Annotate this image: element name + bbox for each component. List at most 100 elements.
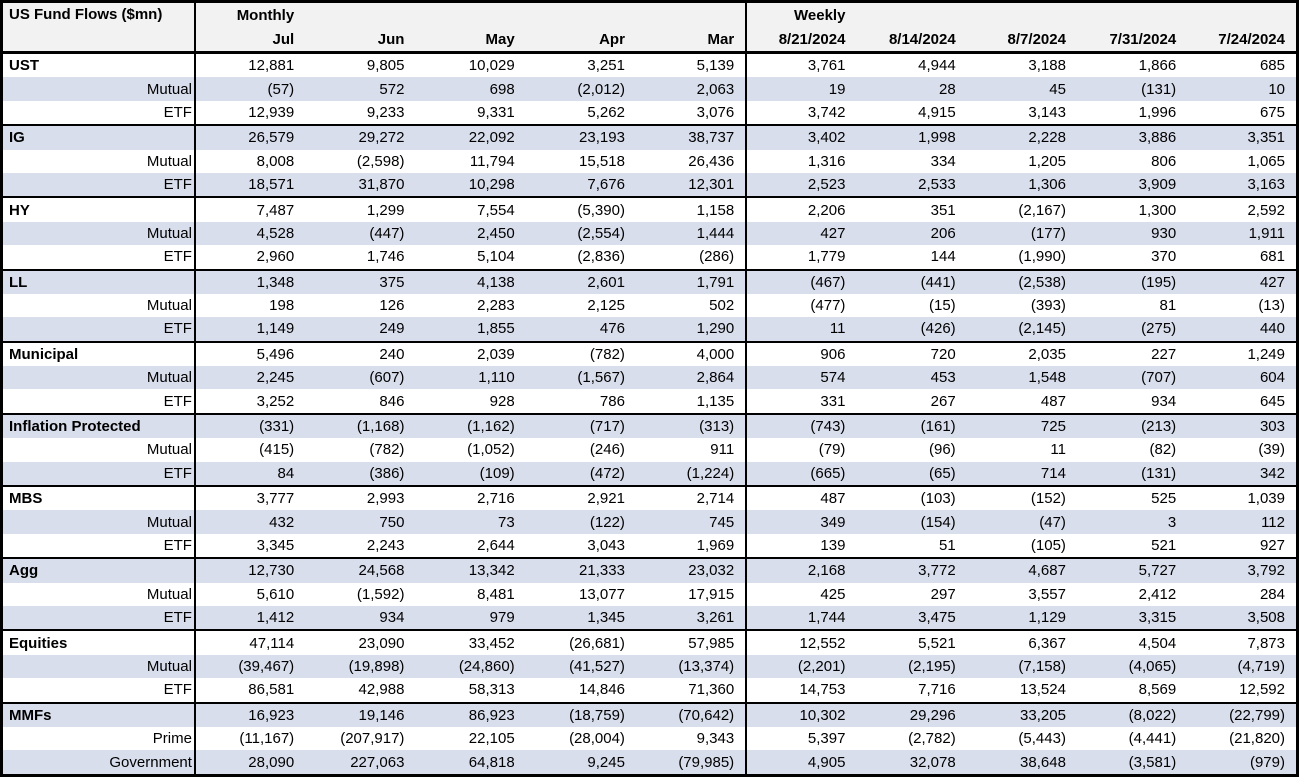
value-cell: 5,496: [256, 345, 295, 363]
value-cell: (8,022): [1076, 702, 1188, 727]
value-cell: (26,681): [569, 634, 625, 652]
value-cell: (2,167): [1018, 201, 1066, 219]
value-cell: 10,029: [468, 57, 515, 75]
header-spacer: [856, 1, 967, 27]
value-cell: (441): [856, 269, 967, 294]
value-cell: 73: [415, 510, 526, 534]
value-cell: (2,012): [525, 77, 636, 101]
value-cell: 6,367: [1028, 634, 1066, 652]
value-cell: (477): [810, 297, 846, 315]
value-cell: 10: [1187, 77, 1298, 101]
value-cell: 26,579: [194, 125, 306, 150]
section-row: Equities 47,114 23,090 33,452 (26,681) 57,985…: [1, 630, 1298, 655]
value-cell: 745: [635, 510, 748, 534]
value-cell: (2,554): [525, 221, 636, 246]
header-spacer: [966, 1, 1077, 27]
value-cell: (472): [525, 461, 636, 487]
value-cell: 3,261: [635, 605, 748, 631]
header-spacer: [635, 1, 748, 27]
value-cell: (782): [589, 345, 625, 363]
value-cell: 2,601: [525, 269, 636, 294]
value-cell: 4,687: [966, 558, 1077, 583]
value-cell: 12,592: [1239, 681, 1285, 699]
sub-row: Government 28,090 227,063 64,818 9,245 (79,98…: [1, 750, 1298, 776]
value-cell: (665): [746, 461, 857, 487]
value-cell: 86,923: [415, 702, 526, 727]
value-cell: 32,078: [856, 750, 967, 776]
value-cell: 3,402: [746, 125, 857, 150]
row-label: Mutual: [1, 582, 196, 606]
value-cell: (717): [525, 413, 636, 439]
value-cell: 1,779: [807, 248, 846, 266]
value-cell: 521: [1151, 537, 1177, 554]
value-cell: 47,114: [249, 634, 295, 652]
value-cell: 24,568: [305, 558, 416, 583]
table-body: UST 12,881 9,805 10,029 3,251 5,139 3,761 4,944…: [1, 52, 1298, 776]
value-cell: (47): [966, 510, 1077, 534]
section-row: IG 26,579 29,272 22,092 23,193 38,737 3,402 1,9…: [1, 125, 1298, 150]
value-cell: (1,168): [305, 413, 416, 439]
row-label: UST: [1, 52, 196, 78]
row-label: ETF: [1, 389, 196, 414]
value-cell: (15): [929, 297, 956, 315]
value-cell: 126: [379, 297, 405, 315]
value-cell: (4,719): [1187, 654, 1298, 679]
value-cell: 23,032: [635, 558, 748, 583]
value-cell: 5,104: [477, 248, 515, 266]
value-cell: (2,836): [577, 248, 625, 266]
value-cell: 12,939: [248, 103, 295, 121]
value-cell: 2,206: [807, 201, 846, 219]
value-cell: 64,818: [415, 750, 526, 776]
value-cell: 2,125: [587, 297, 625, 315]
value-cell: 714: [966, 461, 1077, 487]
value-cell: (82): [1149, 441, 1177, 459]
value-cell: (467): [746, 269, 857, 294]
sub-row: Mutual 2,245 (607) 1,110 (1,567) 2,864 574 453 1…: [1, 366, 1298, 390]
value-cell: 934: [305, 605, 416, 631]
value-cell: (743): [746, 413, 857, 439]
value-cell: 1,866: [1138, 57, 1177, 75]
value-cell: 1,299: [366, 201, 405, 219]
value-cell: 17,915: [635, 582, 748, 606]
value-cell: 19: [746, 77, 857, 101]
row-label: Municipal: [1, 341, 196, 367]
column-header-week-5: 7/24/2024: [1187, 27, 1298, 53]
value-cell: (2,201): [746, 654, 857, 679]
value-cell: 3,508: [1187, 605, 1298, 631]
value-cell: (2,598): [356, 152, 405, 170]
value-cell: 2,864: [635, 366, 748, 390]
row-label: Equities: [1, 630, 196, 655]
sub-row: Mutual (57) 572 698 (2,012) 2,063 19 28 45 (131) 1…: [1, 77, 1298, 101]
column-header-mar: Mar: [635, 27, 748, 53]
sub-row: ETF 3,345 2,243 2,644 3,043 1,969 139 51 (105) 52…: [1, 533, 1298, 559]
column-header-may: May: [415, 27, 526, 53]
value-cell: 4,528: [194, 221, 306, 246]
value-cell: 1,996: [1138, 103, 1177, 121]
row-label: ETF: [1, 245, 196, 270]
value-cell: 1,969: [635, 533, 748, 559]
sub-row: ETF 86,581 42,988 58,313 14,846 71,360 14,753 7…: [1, 678, 1298, 703]
value-cell: 144: [930, 248, 956, 266]
value-cell: 10,302: [746, 702, 857, 727]
value-cell: (65): [856, 461, 967, 487]
value-cell: 9,331: [477, 103, 515, 121]
value-cell: 453: [856, 366, 967, 390]
value-cell: 911: [635, 438, 748, 462]
value-cell: 725: [966, 413, 1077, 439]
value-cell: 14,846: [579, 681, 625, 699]
value-cell: 81: [1159, 297, 1177, 315]
value-cell: 2,412: [1138, 585, 1177, 603]
value-cell: 3: [1076, 510, 1188, 534]
sub-row: Mutual 4,528 (447) 2,450 (2,554) 1,444 427 206(…: [1, 221, 1298, 246]
value-cell: 1,746: [366, 248, 405, 266]
value-cell: (41,527): [525, 654, 636, 679]
value-cell: 2,035: [1028, 345, 1066, 363]
row-label: ETF: [1, 605, 196, 631]
table-header: US Fund Flows ($mn) Monthly Weekly Jul J…: [1, 1, 1298, 53]
value-cell: 227,063: [305, 750, 416, 776]
value-cell: 45: [966, 77, 1077, 101]
sub-row: Mutual 432 750 73 (122) 745 349 (154) (47) 3 112: [1, 510, 1298, 534]
value-cell: 31,870: [305, 172, 416, 198]
value-cell: 3,909: [1076, 172, 1188, 198]
value-cell: (22,799): [1187, 702, 1298, 727]
